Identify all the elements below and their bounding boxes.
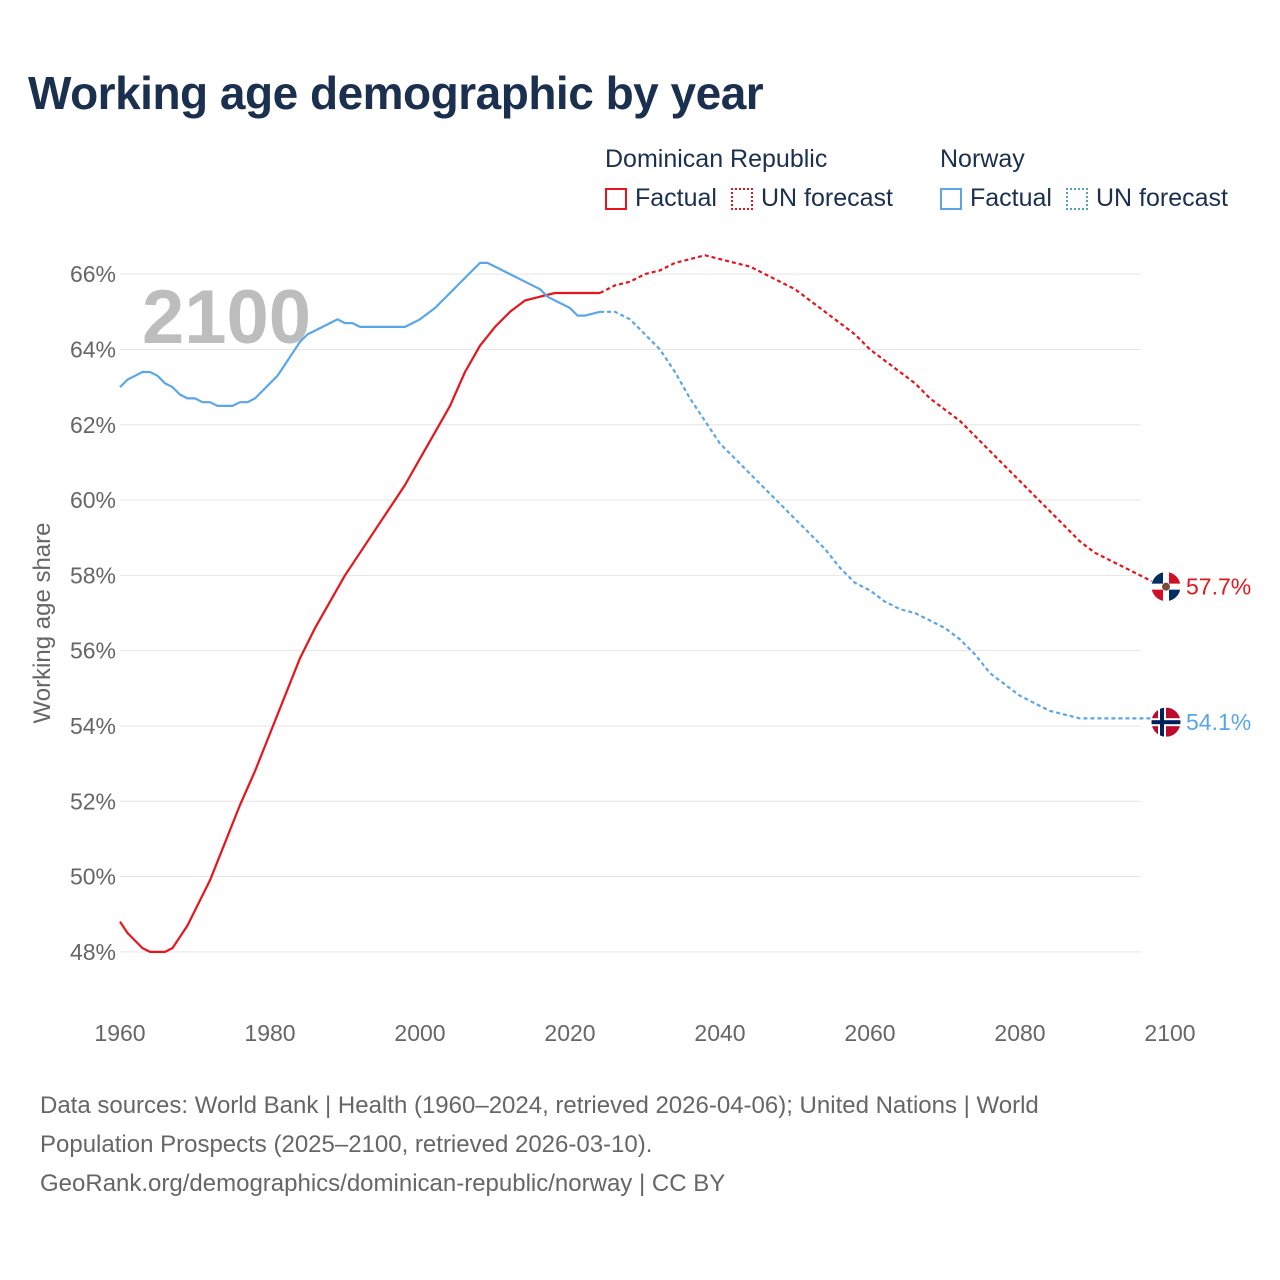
footer-sources-line-1: Data sources: World Bank | Health (1960–… [40,1092,1039,1119]
legend-entry-dr-forecast[interactable]: UN forecast [730,184,893,213]
legend-swatch-dotted-teal [1065,187,1088,210]
legend-entry-norway-factual[interactable]: Factual [940,184,1052,213]
line-chart: 48% 50% 52% 54% 56% 58% 60% 62% 64% 66% 1960 1980 2… [29,254,1251,1046]
x-tick-label: 2000 [394,1020,445,1046]
y-axis-label: Working age share [29,523,56,724]
series-line-dominican-republic-forecast [599,254,1171,588]
legend-group-dominican-republic: Dominican Republic Factual UN forecast [605,142,907,213]
series-lines [119,254,1171,953]
end-value-label: 57.7% [1186,574,1251,600]
y-tick-label: 62% [70,412,116,438]
x-tick-label: 1980 [244,1020,295,1046]
y-tick-label: 64% [70,336,116,362]
page-title: Working age demographic by year [28,67,764,119]
footer-sources-line-2: Population Prospects (2025–2100, retriev… [40,1131,653,1158]
series-line-norway-factual [119,261,601,407]
legend-label: UN forecast [1095,184,1228,212]
series-line-norway-forecast [600,310,1171,724]
norway-flag-icon [1150,706,1182,738]
series-line-dominican-republic-factual [119,291,600,953]
legend-group-title: Dominican Republic [605,145,828,173]
y-tick-label: 58% [70,562,116,588]
legend-entry-norway-forecast[interactable]: UN forecast [1065,184,1228,213]
legend-entry-dr-factual[interactable]: Factual [605,184,717,213]
x-tick-label: 2040 [694,1020,745,1046]
y-tick-label: 54% [70,713,116,739]
x-tick-label: 2060 [844,1020,895,1046]
legend-label: UN forecast [760,184,893,212]
y-tick-label: 52% [70,788,116,814]
gridlines [120,273,1141,953]
year-label: 2100 [142,275,311,360]
legend-swatch-solid-blue [940,187,962,210]
legend-label: Factual [635,184,717,212]
x-tick-labels: 1960 1980 2000 2020 2040 2060 2080 2100 [94,1020,1195,1046]
y-tick-label: 50% [70,864,116,890]
legend-swatch-dotted-red [730,187,753,210]
y-tick-label: 66% [70,261,116,287]
dominican-republic-flag-icon [1150,571,1182,603]
legend-label: Factual [970,184,1052,212]
y-tick-label: 48% [70,939,116,965]
footer: Data sources: World Bank | Health (1960–… [40,1086,1240,1203]
y-tick-label: 56% [70,638,116,664]
legend-group-title: Norway [940,145,1025,173]
x-tick-label: 2100 [1144,1020,1195,1046]
y-tick-label: 60% [70,487,116,513]
end-markers: 57.7% 54.1% [1150,571,1251,738]
y-tick-labels: 48% 50% 52% 54% 56% 58% 60% 62% 64% 66% [70,261,116,965]
legend-swatch-solid-red [605,187,627,210]
x-tick-label: 1960 [94,1020,145,1046]
legend-group-norway: Norway Factual UN forecast [940,142,1228,213]
footer-link[interactable]: GeoRank.org/demographics/dominican-repub… [40,1170,726,1197]
x-tick-label: 2080 [994,1020,1045,1046]
x-tick-label: 2020 [544,1020,595,1046]
end-value-label: 54.1% [1186,709,1251,735]
